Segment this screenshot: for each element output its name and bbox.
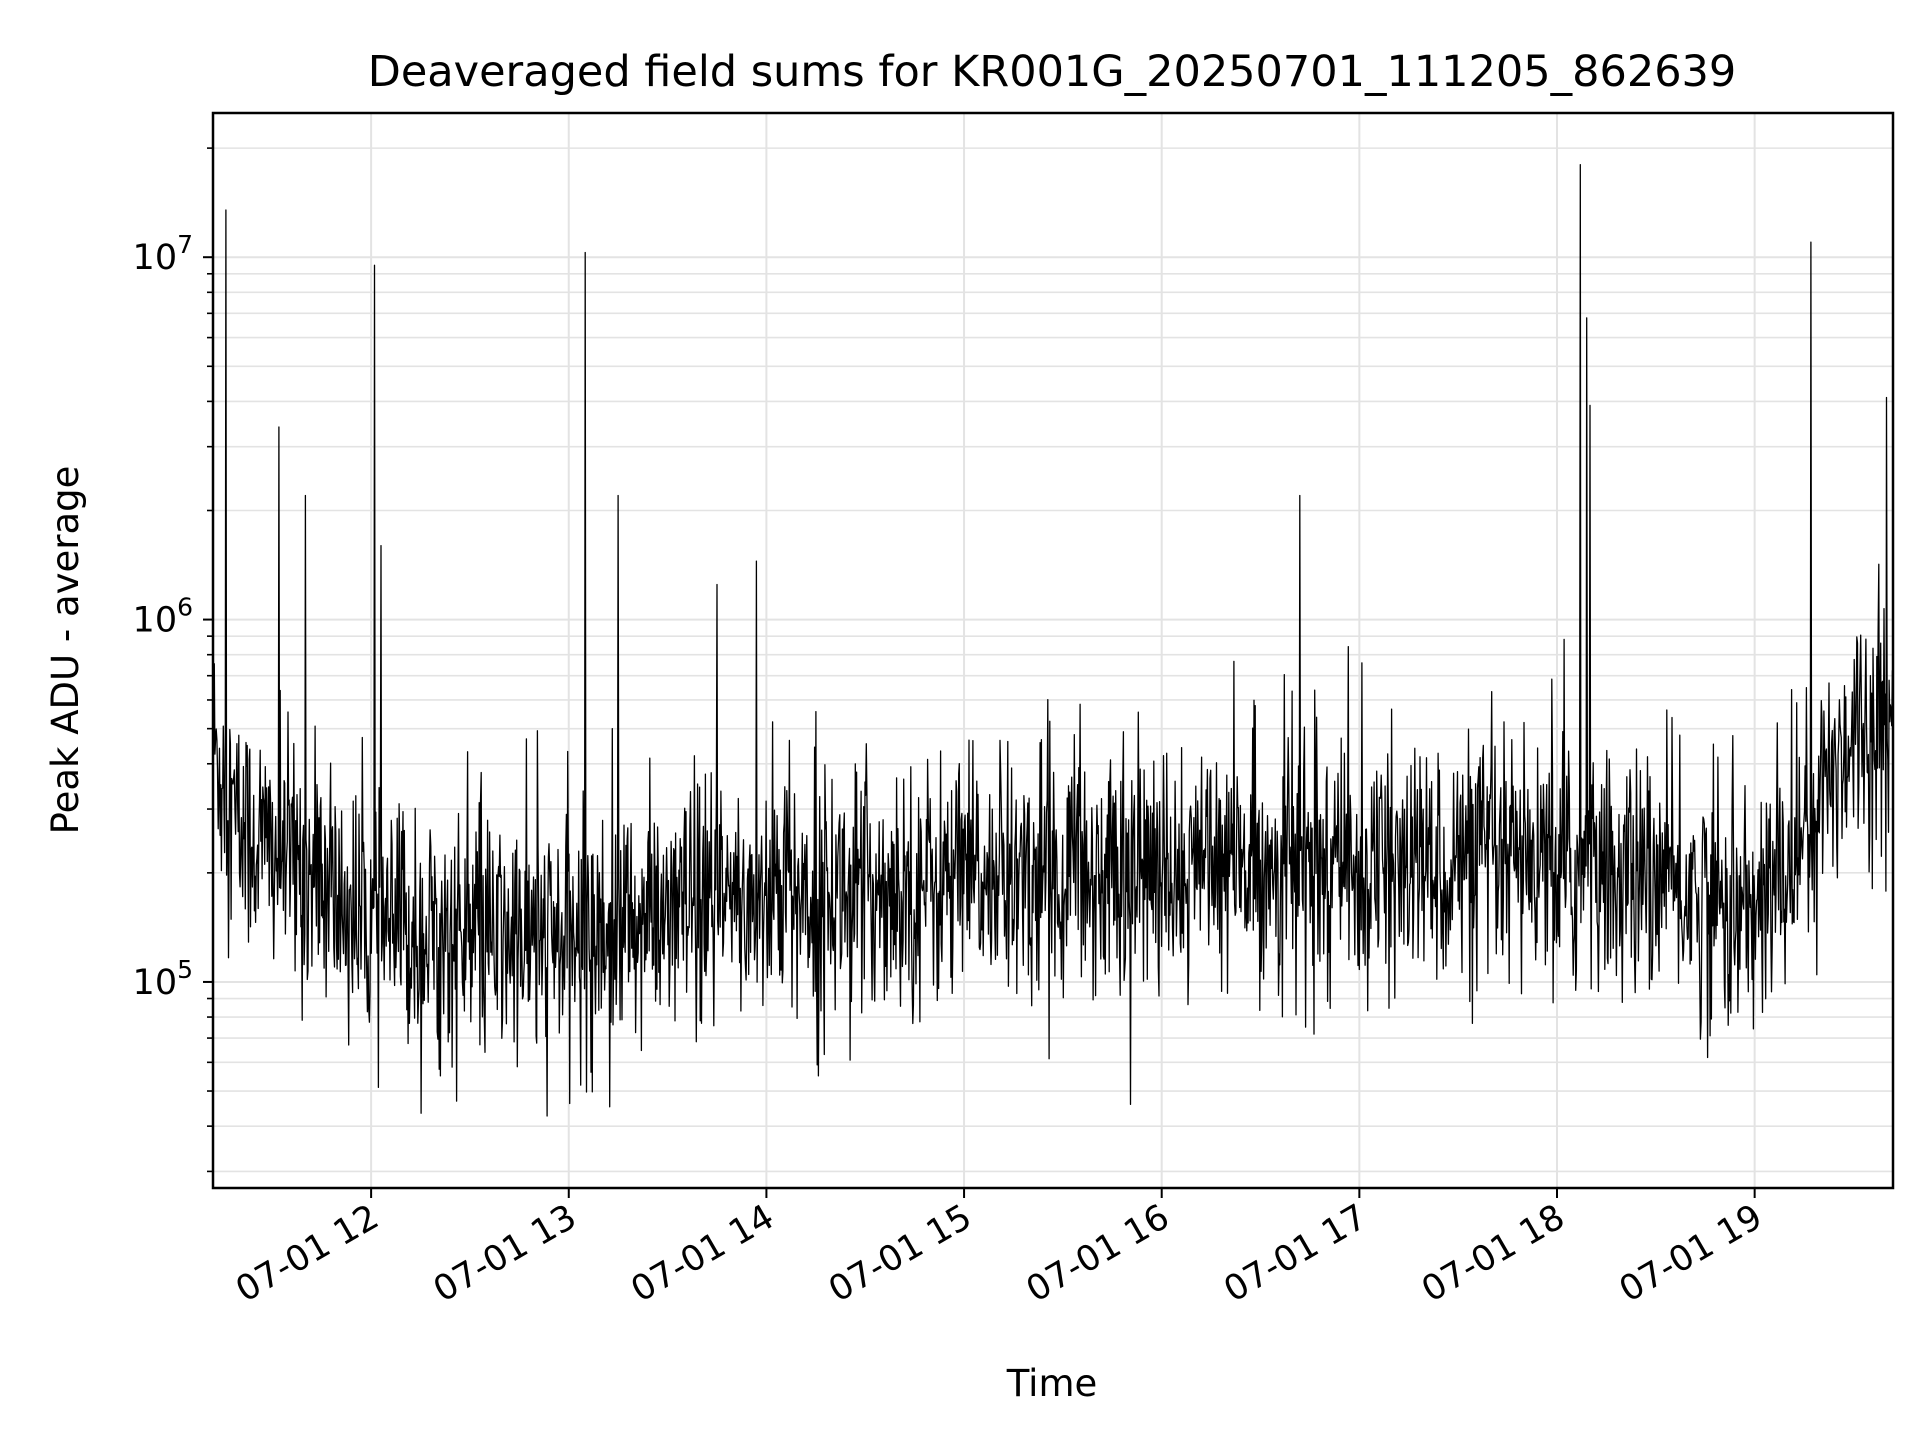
chart-title: Deaveraged field sums for KR001G_2025070… (368, 47, 1737, 97)
y-tick-label: 106 (133, 593, 193, 641)
series-line (212, 164, 1894, 1117)
x-tick-label: 07-01 16 (1020, 1197, 1176, 1310)
x-tick-label: 07-01 18 (1415, 1197, 1571, 1310)
data-line (212, 164, 1894, 1117)
plot-frame (211, 111, 1895, 1190)
x-axis-label: Time (1006, 1362, 1098, 1405)
y-tick-label: 107 (133, 230, 193, 278)
x-tick-label: 07-01 14 (625, 1197, 781, 1310)
y-axis-label: Peak ADU - average (44, 466, 87, 835)
x-tick-label: 07-01 12 (229, 1197, 385, 1310)
y-tick-label: 105 (133, 955, 193, 1003)
x-tick-label: 07-01 15 (822, 1197, 978, 1310)
x-tick-label: 07-01 19 (1613, 1197, 1769, 1310)
grid (213, 113, 1893, 1188)
x-tick-label: 07-01 13 (427, 1197, 583, 1310)
x-tick-label: 07-01 17 (1218, 1197, 1374, 1310)
